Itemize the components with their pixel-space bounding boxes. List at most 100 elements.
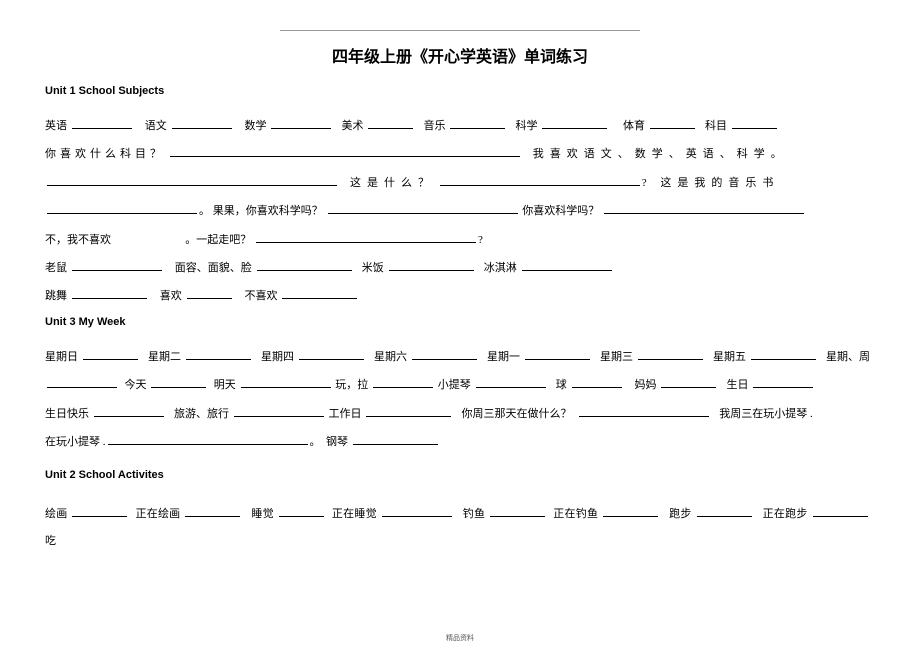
blank bbox=[732, 118, 777, 129]
label-fishing: 正在钓鱼 bbox=[553, 508, 598, 520]
q-what-is-this: 这是什么？ bbox=[350, 177, 435, 189]
label-week: 星期、周 bbox=[826, 351, 870, 363]
blank bbox=[522, 260, 612, 271]
label-thursday: 星期四 bbox=[261, 351, 294, 363]
blank bbox=[440, 175, 640, 186]
a-wed-violin: 我周三在玩小提琴 . bbox=[719, 408, 813, 420]
header-rule bbox=[280, 30, 640, 31]
footer-text: 精品资料 bbox=[0, 633, 920, 643]
label-dislike: 不喜欢 bbox=[245, 290, 278, 302]
blank bbox=[299, 349, 364, 360]
label-workday: 工作日 bbox=[329, 408, 362, 420]
label-friday: 星期五 bbox=[713, 351, 746, 363]
blank bbox=[170, 146, 520, 157]
a-music-book: 这是我的音乐书 bbox=[660, 177, 779, 189]
q-guoguo-like-science: 果果，你喜欢科学吗？ bbox=[213, 205, 323, 217]
label-sleep: 睡觉 bbox=[251, 508, 273, 520]
label-saturday: 星期六 bbox=[374, 351, 407, 363]
blank bbox=[753, 377, 813, 388]
label-happy-birthday: 生日快乐 bbox=[45, 408, 89, 420]
label-birthday: 生日 bbox=[727, 379, 749, 391]
blank bbox=[328, 203, 518, 214]
blank bbox=[412, 349, 477, 360]
label-eat: 吃 bbox=[45, 535, 56, 547]
q-like-science: 你喜欢科学吗？ bbox=[522, 205, 599, 217]
label-ball: 球 bbox=[556, 379, 567, 391]
unit1-line6: 老鼠 面容、面貌、脸 米饭 冰淇淋 bbox=[45, 255, 875, 281]
period: 。 bbox=[199, 205, 210, 217]
blank bbox=[256, 232, 476, 243]
qmark: ? bbox=[478, 234, 483, 246]
blank bbox=[604, 203, 804, 214]
blank bbox=[185, 506, 240, 517]
blank bbox=[382, 506, 452, 517]
label-pe: 体育 bbox=[623, 120, 645, 132]
blank bbox=[366, 406, 451, 417]
blank bbox=[650, 118, 695, 129]
blank bbox=[389, 260, 474, 271]
unit3-line2: 今天 明天 玩，拉 小提琴 球 妈妈 生日 bbox=[45, 372, 875, 398]
label-face: 面容、面貌、脸 bbox=[175, 262, 252, 274]
blank bbox=[282, 288, 357, 299]
blank bbox=[368, 118, 413, 129]
label-subject: 科目 bbox=[705, 120, 727, 132]
label-tomorrow: 明天 bbox=[214, 379, 236, 391]
period2: 。 bbox=[310, 436, 321, 448]
blank bbox=[151, 377, 206, 388]
blank bbox=[476, 377, 546, 388]
blank bbox=[72, 506, 127, 517]
label-mouse: 老鼠 bbox=[45, 262, 67, 274]
blank bbox=[579, 406, 709, 417]
blank bbox=[813, 506, 868, 517]
label-art: 美术 bbox=[342, 120, 364, 132]
unit1-line1: 英语 语文 数学 美术 音乐 科学 体育 科目 bbox=[45, 113, 875, 139]
blank bbox=[47, 377, 117, 388]
label-like: 喜欢 bbox=[160, 290, 182, 302]
unit1-line2: 你喜欢什么科目？ 我喜欢语文、数学、英语、科学。 bbox=[45, 141, 875, 167]
blank bbox=[271, 118, 331, 129]
label-sleeping: 正在睡觉 bbox=[332, 508, 377, 520]
label-painting: 正在绘画 bbox=[135, 508, 180, 520]
unit1-line7: 跳舞 喜欢 不喜欢 bbox=[45, 283, 875, 309]
blank bbox=[525, 349, 590, 360]
blank-prefix: 在玩小提琴 . bbox=[45, 436, 106, 448]
unit1-header: Unit 1 School Subjects bbox=[45, 85, 875, 97]
label-play-pull: 玩，拉 bbox=[335, 379, 368, 391]
label-tuesday: 星期二 bbox=[148, 351, 181, 363]
label-violin: 小提琴 bbox=[438, 379, 471, 391]
blank bbox=[751, 349, 816, 360]
blank bbox=[72, 260, 162, 271]
label-dance: 跳舞 bbox=[45, 290, 67, 302]
blank bbox=[72, 118, 132, 129]
label-sunday: 星期日 bbox=[45, 351, 78, 363]
label-piano: 钢琴 bbox=[326, 436, 348, 448]
unit3-header: Unit 3 My Week bbox=[45, 316, 875, 328]
label-rice: 米饭 bbox=[362, 262, 384, 274]
blank bbox=[94, 406, 164, 417]
unit1-line3: 这是什么？ ? 这是我的音乐书 bbox=[45, 170, 875, 196]
label-paint: 绘画 bbox=[45, 508, 67, 520]
blank bbox=[373, 377, 433, 388]
q-like-subject: 你喜欢什么科目？ bbox=[45, 148, 165, 160]
blank bbox=[603, 506, 658, 517]
blank bbox=[257, 260, 352, 271]
blank bbox=[47, 203, 197, 214]
label-monday: 星期一 bbox=[487, 351, 520, 363]
blank bbox=[186, 349, 251, 360]
label-travel: 旅游、旅行 bbox=[174, 408, 229, 420]
blank bbox=[490, 506, 545, 517]
unit1-line5: 不，我不喜欢 。一起走吧？ ? bbox=[45, 227, 875, 253]
label-today: 今天 bbox=[125, 379, 147, 391]
label-wednesday: 星期三 bbox=[600, 351, 633, 363]
blank bbox=[661, 377, 716, 388]
label-science: 科学 bbox=[516, 120, 538, 132]
q-wed-doing: 你周三那天在做什么？ bbox=[462, 408, 572, 420]
label-icecream: 冰淇淋 bbox=[484, 262, 517, 274]
label-english: 英语 bbox=[45, 120, 67, 132]
blank bbox=[572, 377, 622, 388]
label-run: 跑步 bbox=[669, 508, 691, 520]
document-title: 四年级上册《开心学英语》单词练习 bbox=[45, 43, 875, 67]
blank bbox=[108, 434, 308, 445]
blank bbox=[450, 118, 505, 129]
unit3-line1: 星期日 星期二 星期四 星期六 星期一 星期三 星期五 星期、周 bbox=[45, 344, 875, 370]
